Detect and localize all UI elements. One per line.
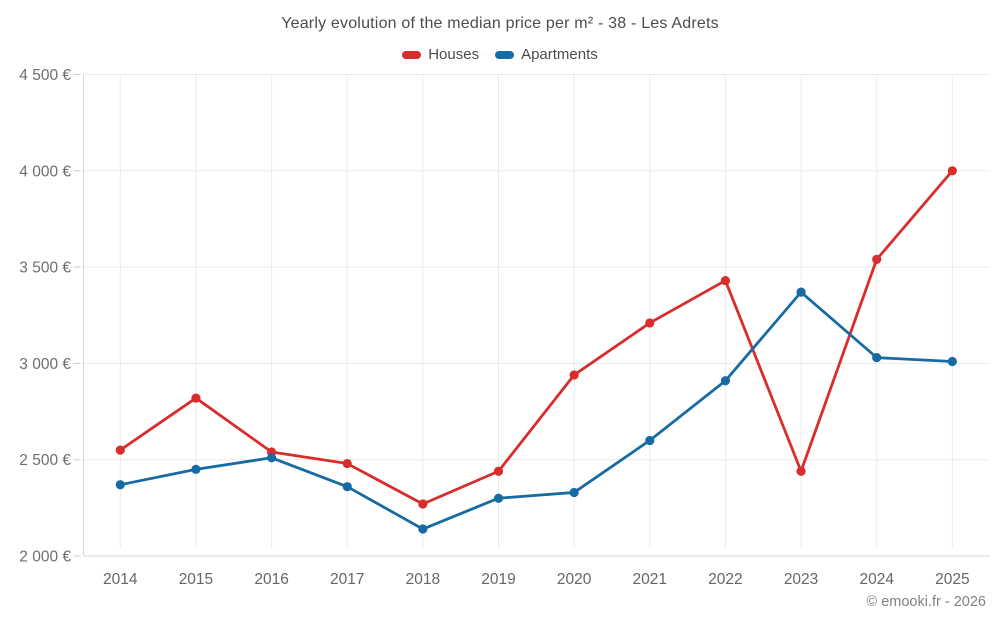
x-tick-label: 2021 [633, 571, 667, 588]
legend-item-houses[interactable]: Houses [402, 46, 479, 63]
y-tick-label: 4 500 € [19, 67, 71, 84]
x-tick-label: 2020 [557, 571, 592, 588]
data-point-apartments-2024[interactable] [872, 353, 882, 363]
x-tick-label: 2023 [784, 571, 818, 588]
data-point-apartments-2021[interactable] [645, 435, 655, 446]
data-point-apartments-2020[interactable] [569, 487, 579, 498]
chart-title: Yearly evolution of the median price per… [281, 15, 719, 32]
data-point-houses-2019[interactable] [493, 466, 504, 476]
data-point-houses-2023[interactable] [796, 466, 806, 476]
x-tick-label: 2019 [481, 571, 515, 588]
x-tick-label: 2024 [859, 571, 894, 588]
data-point-houses-2017[interactable] [342, 458, 352, 469]
x-tick-label: 2017 [330, 571, 364, 588]
data-point-apartments-2018[interactable] [418, 524, 428, 534]
y-tick-label: 3 000 € [19, 356, 71, 373]
data-point-houses-2018[interactable] [418, 499, 428, 509]
x-tick-label: 2014 [103, 571, 138, 588]
data-point-apartments-2016[interactable] [266, 453, 277, 463]
data-point-houses-2020[interactable] [569, 370, 579, 380]
x-tick-label: 2016 [254, 571, 288, 588]
apartments-series-label: Apartments [521, 46, 598, 63]
data-point-apartments-2019[interactable] [493, 493, 504, 503]
x-tick-label: 2015 [179, 571, 213, 588]
series-line-houses [118, 169, 954, 506]
data-point-houses-2015[interactable] [191, 393, 201, 403]
apartments-series-swatch [495, 50, 515, 59]
houses-series-label: Houses [428, 46, 480, 63]
copyright-footer: © emooki.fr - 2026 [866, 594, 986, 610]
y-tick-label: 2 500 € [19, 452, 71, 469]
data-point-apartments-2023[interactable] [796, 287, 806, 297]
x-tick-label: 2022 [708, 571, 742, 588]
x-tick-label: 2018 [406, 571, 440, 588]
series-line-apartments [118, 290, 954, 531]
data-point-apartments-2015[interactable] [191, 464, 201, 474]
data-point-houses-2022[interactable] [720, 275, 731, 286]
data-point-apartments-2017[interactable] [342, 482, 352, 492]
y-tick-label: 2 000 € [19, 549, 71, 566]
data-point-apartments-2014[interactable] [115, 480, 125, 490]
legend-item-apartments[interactable]: Apartments [495, 46, 598, 63]
x-tick-label: 2025 [935, 571, 969, 588]
houses-series-swatch [402, 50, 422, 59]
chart-legend: Houses Apartments [0, 46, 1000, 63]
data-point-apartments-2022[interactable] [720, 376, 731, 386]
data-point-houses-2025[interactable] [947, 166, 957, 176]
y-tick-label: 3 500 € [19, 260, 71, 277]
data-point-houses-2024[interactable] [872, 254, 882, 264]
y-tick-label: 4 000 € [19, 163, 71, 180]
data-point-houses-2021[interactable] [645, 318, 655, 328]
data-point-houses-2014[interactable] [115, 445, 125, 455]
data-point-apartments-2025[interactable] [947, 356, 957, 367]
